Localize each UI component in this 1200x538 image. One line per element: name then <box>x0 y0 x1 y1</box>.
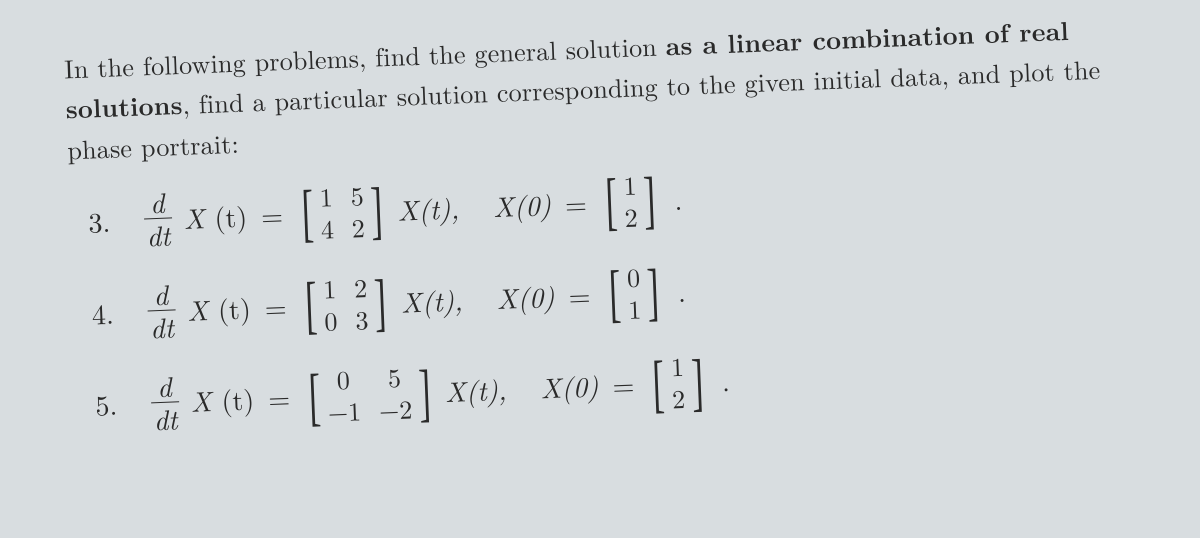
instructions: In the following problems, find the gene… <box>63 8 1127 169</box>
cell: −2 <box>378 394 412 425</box>
cell: 0 <box>326 364 360 395</box>
arg-t: (t) <box>221 379 255 420</box>
left-bracket-icon: [ <box>652 357 666 409</box>
cell: 2 <box>354 272 368 302</box>
cell: 5 <box>350 180 364 210</box>
left-bracket-icon: [ <box>304 279 318 331</box>
dt: dt <box>151 401 180 433</box>
period: . <box>674 179 683 219</box>
cell: 1 <box>628 293 642 323</box>
matrix-cells: 1 5 4 2 <box>317 180 367 244</box>
equation: d dt X (t) = [ 0 5 −1 −2 ] X(t), <box>150 350 731 434</box>
spacer <box>469 206 483 207</box>
equals: = <box>263 377 294 418</box>
X0: X(0) <box>540 366 600 408</box>
equals: = <box>560 182 591 223</box>
Xt: X(t), <box>397 187 460 229</box>
equation: d dt X(t) = [ 1 5 4 2 ] X(t), X( <box>143 168 683 250</box>
problem-number: 3. <box>69 201 111 243</box>
matrix-A: [ 0 5 −1 −2 ] <box>303 361 436 428</box>
cell: 1 <box>670 351 684 381</box>
cell: 4 <box>320 213 334 243</box>
left-bracket-icon: [ <box>308 371 322 423</box>
vector-x0: [ 1 2 ] <box>600 169 662 233</box>
d: d <box>155 371 174 402</box>
left-bracket-icon: [ <box>608 267 622 319</box>
derivative: d dt <box>150 371 180 433</box>
period: . <box>677 270 686 310</box>
matrix-cells: 1 2 0 3 <box>321 272 371 336</box>
problem-list: 3. d dt X (t) = [ 1 5 4 2 ] <box>69 151 1138 437</box>
left-bracket-icon: [ <box>301 187 315 239</box>
X0: X(0) <box>492 184 552 226</box>
spacer <box>473 298 487 299</box>
derivative: d dt <box>143 188 173 250</box>
equals: = <box>256 194 287 235</box>
page: In the following problems, find the gene… <box>0 0 1200 439</box>
right-bracket-icon: ] <box>374 276 388 328</box>
left-bracket-icon: [ <box>605 176 619 228</box>
cell: −1 <box>327 396 361 427</box>
problem-number: 4. <box>73 292 115 334</box>
right-bracket-icon: ] <box>646 266 660 318</box>
vector-x0: [ 0 1 ] <box>603 260 665 324</box>
matrix-A: [ 1 2 0 3 ] <box>299 271 392 336</box>
X: X <box>183 197 205 238</box>
vector-cells: 0 1 <box>624 261 643 323</box>
cell: 0 <box>324 305 338 335</box>
equals: = <box>260 286 291 327</box>
problem-4: 4. d dt X (t) = [ 1 2 0 3 ] <box>72 242 1134 344</box>
arg-t: (t) <box>214 195 248 236</box>
equals: = <box>564 274 595 315</box>
cell: 2 <box>351 212 365 242</box>
right-bracket-icon: ] <box>370 185 384 237</box>
matrix-cells: 0 5 −1 −2 <box>324 362 415 427</box>
right-bracket-icon: ] <box>643 174 657 226</box>
cell: 0 <box>626 261 640 291</box>
cell: 1 <box>623 169 637 199</box>
X0: X(0) <box>496 275 556 317</box>
dt: dt <box>144 218 173 250</box>
equals: = <box>608 364 639 405</box>
Xt: X(t), <box>400 279 463 321</box>
vector-x0: [ 1 2 ] <box>647 350 709 414</box>
matrix-A: [ 1 5 4 2 ] <box>296 179 389 244</box>
equation: d dt X(t) = [ 1 2 0 3 ] X(t), X( <box>146 259 686 341</box>
cell: 5 <box>377 362 411 393</box>
problem-3: 3. d dt X (t) = [ 1 5 4 2 ] <box>69 151 1131 253</box>
problem-5: 5. d dt X (t) = [ 0 5 −1 −2 ] <box>76 334 1138 436</box>
Xt: X(t), <box>444 369 507 411</box>
cell: 1 <box>319 181 333 211</box>
X: X <box>190 380 212 421</box>
period: . <box>721 361 730 401</box>
X: X <box>186 289 208 330</box>
derivative: d dt <box>146 279 176 341</box>
cell: 2 <box>624 201 638 231</box>
problem-number: 5. <box>76 384 118 426</box>
spacer <box>516 388 530 389</box>
cell: 2 <box>672 383 686 413</box>
arg-t: (t) <box>217 287 251 328</box>
vector-cells: 1 2 <box>668 351 687 413</box>
cell: 1 <box>323 273 337 303</box>
cell: 3 <box>355 304 369 334</box>
dt: dt <box>148 309 177 341</box>
vector-cells: 1 2 <box>621 169 640 231</box>
right-bracket-icon: ] <box>417 366 431 418</box>
right-bracket-icon: ] <box>690 356 704 408</box>
